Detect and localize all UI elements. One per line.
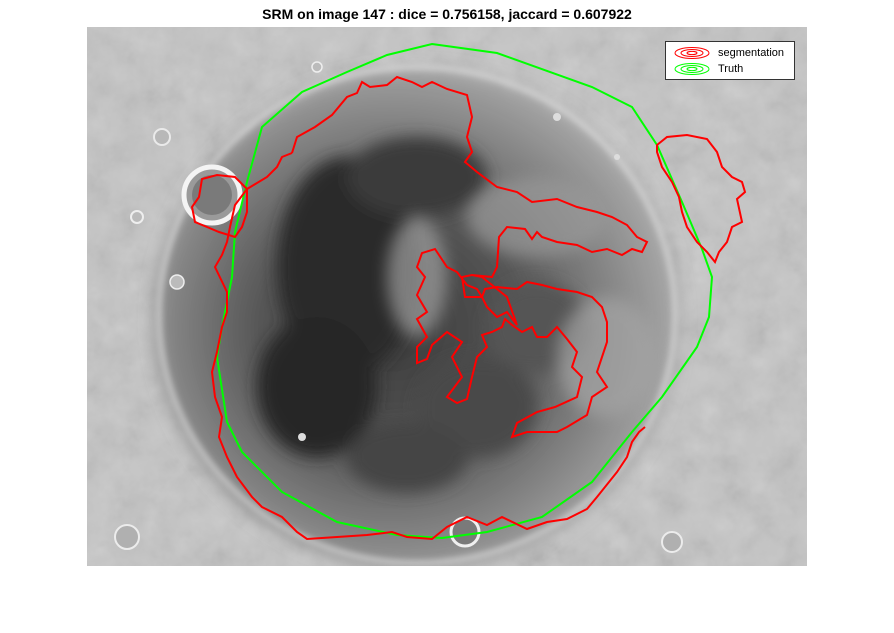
crater-image <box>87 27 807 566</box>
truth-swatch-icon <box>674 62 710 75</box>
crater-dark-regions <box>257 137 587 492</box>
legend-label-segmentation: segmentation <box>718 46 785 59</box>
legend-item-segmentation: segmentation <box>672 45 784 60</box>
segmentation-swatch-icon <box>674 46 710 59</box>
crater-image-axes <box>87 27 807 566</box>
legend-label-truth: Truth <box>718 62 744 75</box>
crater-light-regions <box>387 177 657 417</box>
small-craters <box>114 61 683 553</box>
legend-item-truth: Truth <box>672 61 743 76</box>
crater-rim <box>156 64 678 566</box>
truth-contour <box>215 42 714 540</box>
segmentation-contour-left-lobe <box>190 173 248 239</box>
legend: segmentation Truth <box>665 41 795 80</box>
segmentation-contour <box>291 75 649 439</box>
segmentation-contour-right-lobe <box>656 133 747 264</box>
segmentation-contour-outer <box>210 152 646 541</box>
figure-title: SRM on image 147 : dice = 0.756158, jacc… <box>262 6 632 22</box>
